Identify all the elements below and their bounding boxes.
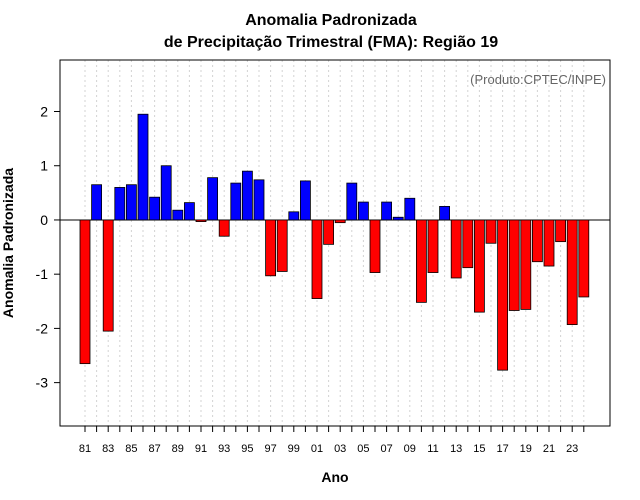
chart-title: Anomalia Padronizada xyxy=(245,12,417,29)
x-tick-label: 85 xyxy=(125,443,137,455)
bar-15 xyxy=(473,219,485,313)
x-tick-label: 15 xyxy=(473,443,485,455)
bar-12 xyxy=(439,205,451,221)
bar-84 xyxy=(114,187,126,221)
x-tick-label: 81 xyxy=(79,443,91,455)
bar-91 xyxy=(195,219,207,222)
bar-00 xyxy=(299,180,311,221)
bar-81 xyxy=(79,219,91,365)
bar-82 xyxy=(91,184,102,221)
y-tick-label: -2 xyxy=(36,320,49,336)
bar-14 xyxy=(462,219,474,269)
x-tick-label: 07 xyxy=(380,443,392,455)
bar-99 xyxy=(288,211,300,221)
bar-06 xyxy=(369,219,381,273)
chart-subtitle: de Precipitação Trimestral (FMA): Região… xyxy=(164,34,498,51)
y-tick-label: 0 xyxy=(40,212,48,228)
bar-02 xyxy=(323,219,335,245)
bar-07 xyxy=(381,201,393,221)
bar-08 xyxy=(392,216,404,221)
x-tick-label: 11 xyxy=(427,443,438,455)
x-tick-label: 19 xyxy=(520,443,532,455)
bar-01 xyxy=(311,219,323,299)
x-tick-label: 17 xyxy=(496,443,508,455)
bar-24 xyxy=(578,219,590,298)
x-tick-label: 83 xyxy=(102,443,114,455)
bar-17 xyxy=(497,219,509,371)
bar-83 xyxy=(102,219,114,332)
bar-13 xyxy=(450,219,462,279)
y-tick-label: 1 xyxy=(40,158,48,174)
bar-16 xyxy=(485,219,497,244)
bar-11 xyxy=(427,219,439,273)
bar-88 xyxy=(160,165,172,221)
x-tick-label: 91 xyxy=(195,443,207,455)
x-tick-label: 87 xyxy=(148,443,160,455)
x-tick-label: 95 xyxy=(241,443,253,455)
bar-97 xyxy=(265,219,277,277)
bar-19 xyxy=(520,219,532,310)
x-tick-label: 21 xyxy=(543,443,555,455)
bar-21 xyxy=(543,219,555,267)
y-tick-label: -3 xyxy=(36,375,49,391)
x-tick-label: 97 xyxy=(264,443,276,455)
y-axis-title: Anomalia Padronizada xyxy=(0,168,16,318)
bar-05 xyxy=(357,201,369,221)
bar-87 xyxy=(149,196,161,221)
bar-94 xyxy=(230,182,242,221)
bar-95 xyxy=(241,170,253,221)
x-tick-label: 01 xyxy=(311,443,323,455)
x-tick-label: 13 xyxy=(450,443,462,455)
bar-09 xyxy=(404,197,416,221)
bar-22 xyxy=(555,219,566,243)
bar-96 xyxy=(253,179,265,221)
x-tick-label: 89 xyxy=(172,443,184,455)
x-axis: 81 83 85 87 89 91 93 95 97 99 01 03 05 07 09 11 13 15 17 19… xyxy=(79,426,585,455)
plot-frame xyxy=(59,59,611,427)
bar-18 xyxy=(508,219,520,311)
bar-85 xyxy=(126,184,137,221)
x-tick-label: 09 xyxy=(404,443,416,455)
y-axis: -3 -2 -1 0 1 2 xyxy=(36,104,60,391)
bar-92 xyxy=(207,177,219,221)
x-tick-label: 93 xyxy=(218,443,230,455)
bar-90 xyxy=(183,202,195,221)
bar-20 xyxy=(532,219,543,263)
source-annotation: (Produto:CPTEC/INPE) xyxy=(470,72,606,87)
bars xyxy=(79,113,590,371)
y-tick-label: -1 xyxy=(36,266,49,282)
x-tick-label: 23 xyxy=(566,443,578,455)
bar-04 xyxy=(346,182,358,221)
x-tick-label: 05 xyxy=(357,443,369,455)
x-tick-label: 99 xyxy=(288,443,300,455)
x-axis-title: Ano xyxy=(321,469,348,485)
bar-89 xyxy=(172,209,184,221)
bar-86 xyxy=(137,113,149,221)
bar-10 xyxy=(415,219,427,303)
bar-93 xyxy=(218,219,230,237)
x-tick-label: 03 xyxy=(334,443,346,455)
y-tick-label: 2 xyxy=(40,104,48,120)
bar-98 xyxy=(276,219,288,272)
bar-03 xyxy=(334,219,346,224)
bar-23 xyxy=(566,219,578,326)
